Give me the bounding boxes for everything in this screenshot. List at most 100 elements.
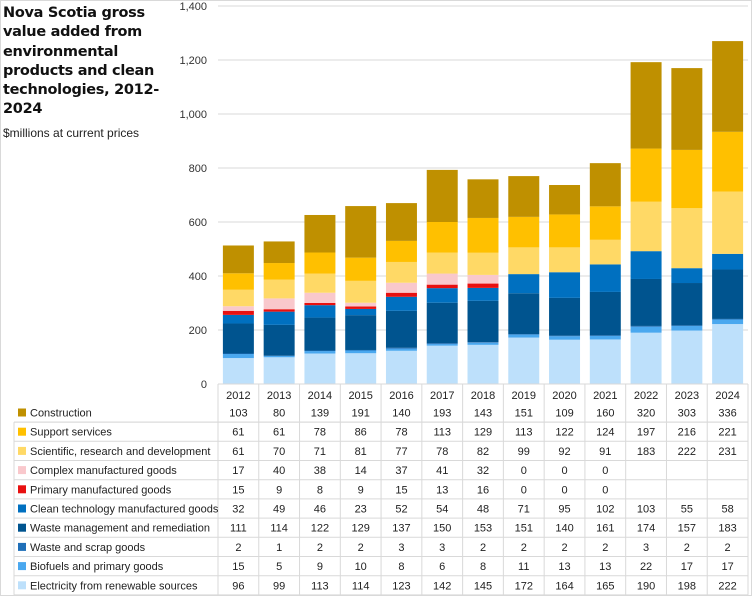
legend-label: Waste management and remediation [30,523,210,535]
table-cell: 99 [518,446,530,458]
table-cell: 91 [599,446,611,458]
table-cell: 10 [355,561,367,573]
bar-segment-waste-management-and-remediation-2023 [671,283,703,326]
table-cell: 103 [637,504,655,516]
table-cell: 0 [602,484,608,496]
bar-segment-construction-2015 [345,206,377,258]
table-cell: 15 [232,561,244,573]
table-cell: 113 [433,427,451,439]
table-cell: 222 [718,580,736,592]
bar-segment-biofuels-and-primary-goods-2016 [385,348,417,351]
bar-segment-clean-technology-manufactured-goods-2016 [385,296,417,311]
table-cell: 2 [561,542,567,554]
table-cell: 137 [392,523,410,535]
bar-segment-waste-management-and-remediation-2014 [304,317,336,351]
bar-segment-scientific-research-and-development-2024 [712,191,744,254]
bar-segment-biofuels-and-primary-goods-2019 [508,334,540,338]
table-cell: 82 [477,446,489,458]
table-cell: 3 [398,542,404,554]
bar-segment-waste-and-scrap-goods-2021 [589,335,621,336]
table-cell: 9 [276,484,282,496]
bar-segment-construction-2019 [508,176,540,217]
legend-label: Clean technology manufactured goods [30,504,219,516]
table-cell: 9 [317,561,323,573]
table-cell: 145 [474,580,492,592]
table-cell: 61 [232,446,244,458]
bar-segment-scientific-research-and-development-2017 [426,252,458,274]
table-cell: 231 [718,446,736,458]
bar-segment-scientific-research-and-development-2014 [304,273,336,293]
bar-segment-clean-technology-manufactured-goods-2018 [467,287,499,301]
x-tick-label: 2013 [267,390,291,402]
bar-segment-waste-management-and-remediation-2012 [222,323,254,354]
legend-label: Primary manufactured goods [30,484,172,496]
legend-label: Electricity from renewable sources [30,580,198,592]
bars [222,41,744,384]
table-cell: 0 [561,465,567,477]
bar-segment-waste-and-scrap-goods-2012 [222,353,254,355]
table-cell: 95 [558,504,570,516]
table-cell: 8 [317,484,323,496]
y-tick-label: 800 [189,163,207,175]
bar-segment-scientific-research-and-development-2020 [549,247,581,273]
bar-segment-construction-2017 [426,169,458,222]
table-cell: 3 [643,542,649,554]
table-cell: 17 [721,561,733,573]
table-cell: 32 [232,504,244,516]
bar-segment-scientific-research-and-development-2023 [671,208,703,269]
bar-segment-waste-and-scrap-goods-2022 [630,325,662,327]
table-cell: 109 [555,408,573,420]
bar-segment-biofuels-and-primary-goods-2015 [345,350,377,354]
table-row: Biofuels and primary goods 15 5 9 10 8 6 8 11 13 1… [18,561,734,573]
legend-label: Waste and scrap goods [30,542,146,554]
table-cell: 96 [232,580,244,592]
table-cell: 129 [352,523,370,535]
bar-segment-electricity-from-renewable-sources-2015 [345,353,377,384]
bar-segment-complex-manufactured-goods-2014 [304,292,336,303]
table-cell: 8 [398,561,404,573]
bar-segment-support-services-2024 [712,131,744,192]
bar-segment-biofuels-and-primary-goods-2018 [467,342,499,345]
table-cell: 78 [314,427,326,439]
table-cell: 103 [229,408,247,420]
legend-swatch [18,446,26,455]
bar-segment-construction-2021 [589,163,621,207]
table-cell: 139 [311,408,329,420]
bar-segment-complex-manufactured-goods-2013 [263,298,295,310]
x-tick-label: 2021 [593,390,617,402]
table-cell: 78 [436,446,448,458]
table-cell: 8 [480,561,486,573]
bar-segment-clean-technology-manufactured-goods-2015 [345,308,377,316]
table-cell: 71 [314,446,326,458]
bar-segment-clean-technology-manufactured-goods-2014 [304,305,336,318]
bar-segment-clean-technology-manufactured-goods-2024 [712,253,744,270]
bar-segment-construction-2014 [304,214,336,253]
table-cell: 92 [558,446,570,458]
table-cell: 197 [637,427,655,439]
bar-segment-electricity-from-renewable-sources-2022 [630,332,662,384]
y-tick-label: 1,000 [179,109,207,121]
bar-segment-waste-management-and-remediation-2020 [549,297,581,336]
bar-segment-waste-management-and-remediation-2015 [345,315,377,350]
table-cell: 46 [314,504,326,516]
table-cell: 5 [276,561,282,573]
table-cell: 122 [555,427,573,439]
bar-segment-electricity-from-renewable-sources-2020 [549,339,581,384]
bar-segment-construction-2022 [630,62,662,149]
bar-segment-support-services-2013 [263,263,295,280]
bar-segment-scientific-research-and-development-2012 [222,289,254,307]
x-tick-label: 2023 [675,390,699,402]
legend-label: Construction [30,408,92,420]
bar-segment-electricity-from-renewable-sources-2014 [304,353,336,384]
bar-segment-complex-manufactured-goods-2017 [426,273,458,285]
x-tick-label: 2017 [430,390,454,402]
bar-segment-scientific-research-and-development-2019 [508,247,540,275]
table-cell: 41 [436,465,448,477]
chart-title: Nova Scotia gross value added from envir… [3,5,159,118]
bar-segment-support-services-2021 [589,206,621,240]
bar-segment-support-services-2016 [385,240,417,262]
bar-segment-clean-technology-manufactured-goods-2023 [671,268,703,284]
table-row: Waste and scrap goods 2 1 2 2 3 3 2 2 2 2 3 2 2 [18,542,731,554]
bar-segment-construction-2013 [263,241,295,264]
table-cell: 114 [352,580,370,592]
